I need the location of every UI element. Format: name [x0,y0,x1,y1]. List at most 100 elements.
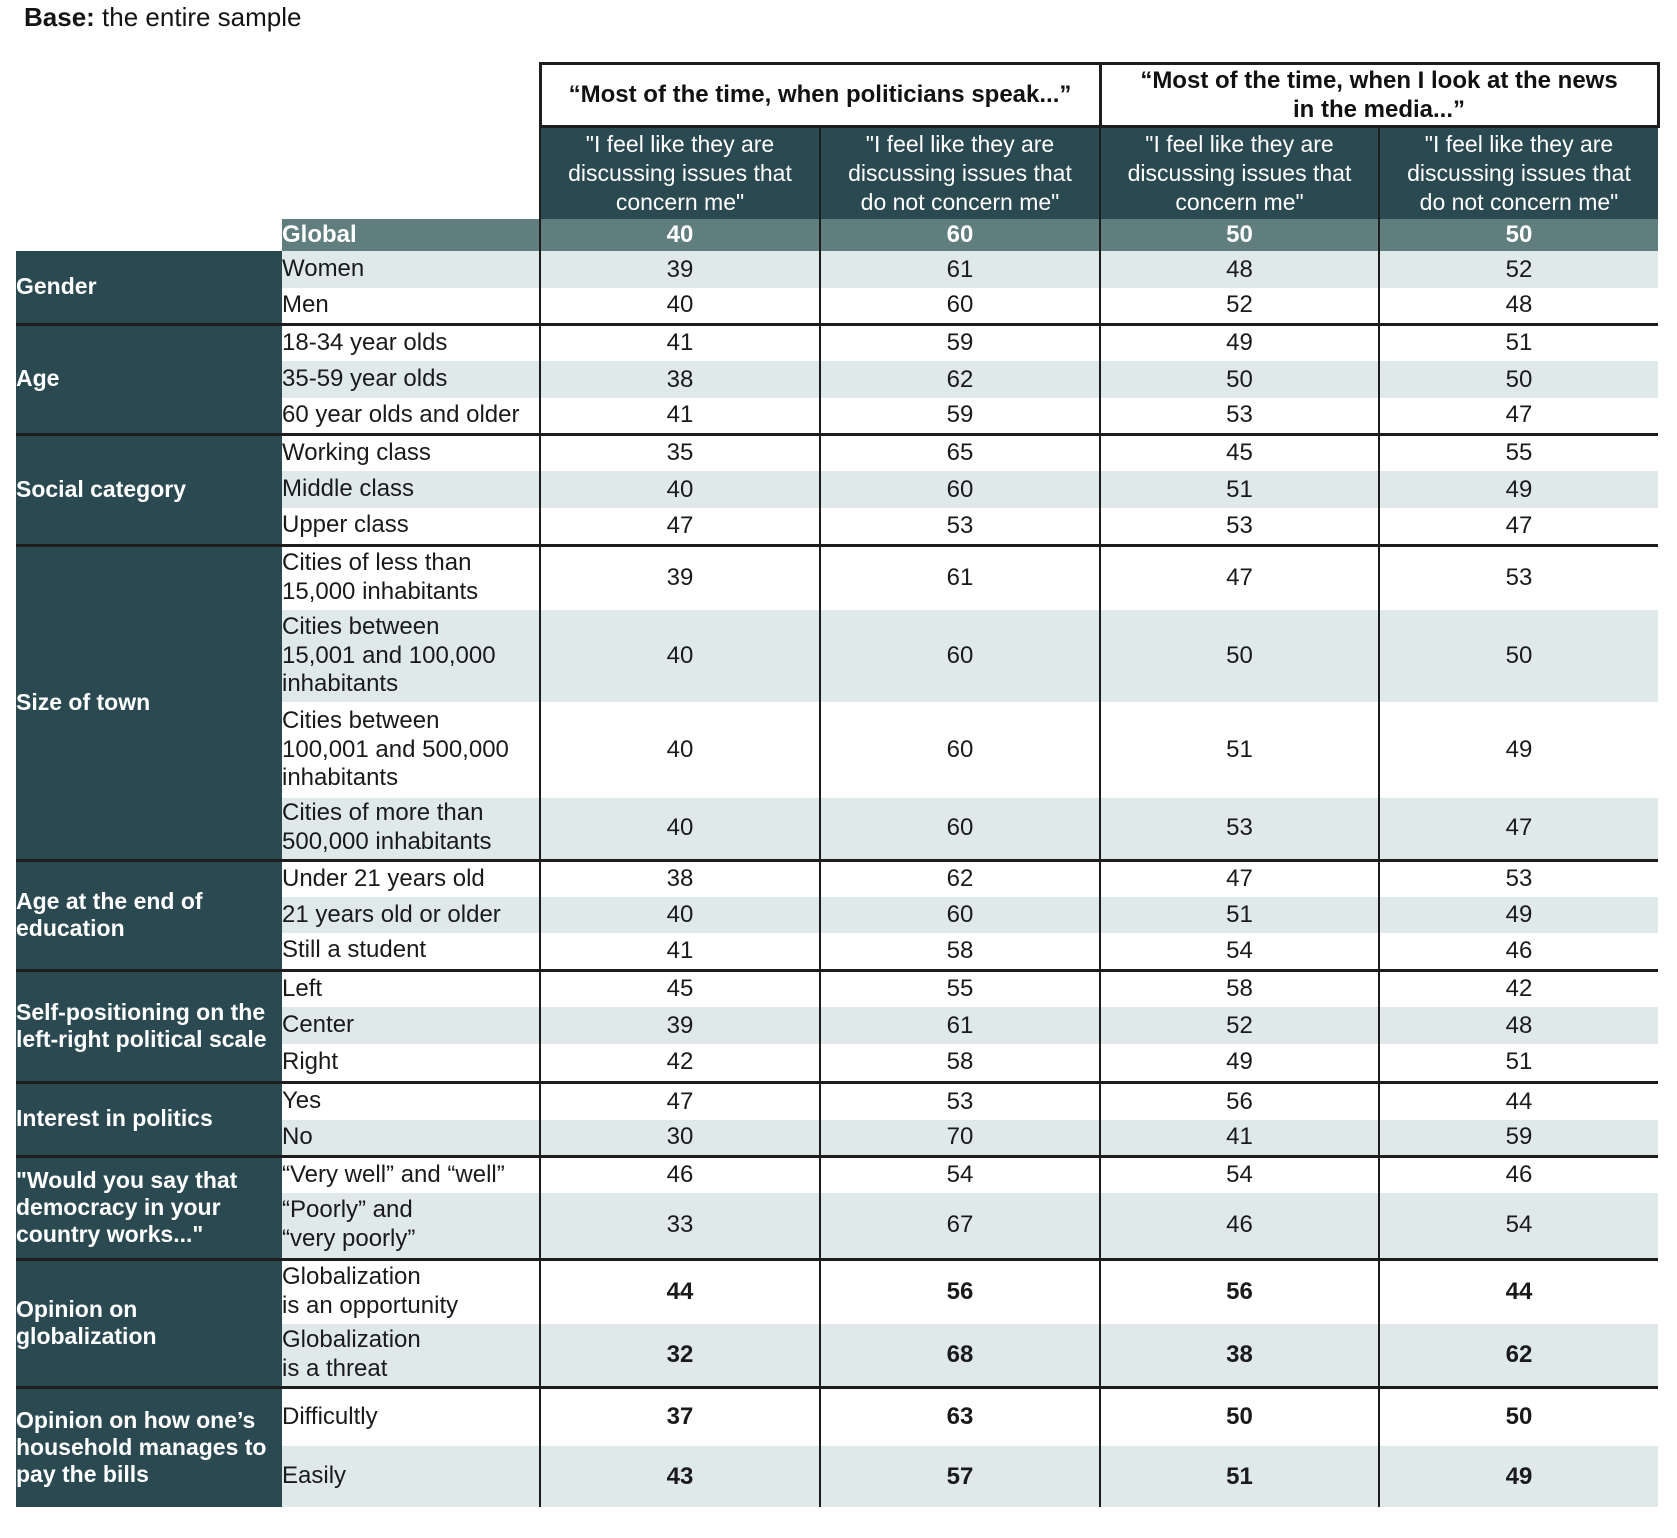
crosstab-table: “Most of the time, when politicians spea… [16,62,1660,1507]
table-row-still-a-student: Still a student 41 58 54 46 [16,933,1658,970]
category-age: Age [16,322,282,434]
category-would-you-say-that-democracy-in-your-cou: "Would you say that democracy in your co… [16,1154,282,1259]
row-label-globalization-is-an-opportunity: Globalization is an opportunity [282,1257,540,1324]
value-cell: 39 [539,1007,820,1044]
subheader-spacer [16,126,540,219]
value-cell: 56 [819,1257,1100,1324]
table-row-21-years-old-or-older: 21 years old or older 40 60 51 49 [16,897,1658,933]
value-cell: 49 [1378,897,1658,933]
value-cell: 30 [539,1120,820,1156]
value-cell: 54 [819,1154,1100,1193]
value-cell: 51 [1099,702,1379,798]
value-cell: 53 [1378,543,1658,610]
table-row-poorly-and-very-poorly: “Poorly” and “very poorly” 33 67 46 54 [16,1193,1658,1259]
value-cell: 53 [1099,508,1379,545]
table-row-very-well-and-well: "Would you say that democracy in your co… [16,1154,1658,1259]
row-label-globalization-is-a-threat: Globalization is a threat [282,1324,540,1387]
category-opinion-on-globalization: Opinion on globalization [16,1257,282,1387]
subheader-politicians-not-concern: "I feel like they are discussing issues … [819,126,1100,219]
row-label-cities-between-100-001-and-500-000-inhab: Cities between 100,001 and 500,000 inhab… [282,702,540,798]
value-cell: 38 [1099,1324,1379,1387]
value-cell: 51 [1099,897,1379,933]
row-label-no: No [282,1120,540,1156]
table-row-men: Men 40 60 52 48 [16,288,1658,324]
table-row-working-class: Social category Working class 35 65 45 55 [16,432,1658,545]
value-cell: 40 [539,288,820,324]
value-cell: 46 [1099,1193,1379,1259]
value-cell: 42 [539,1044,820,1082]
value-cell-global: 60 [819,219,1100,251]
value-cell: 60 [819,798,1100,860]
table-row-middle-class: Middle class 40 60 51 49 [16,471,1658,508]
table-row-cities-of-less-than-15-000-inhabitants: Size of town Cities of less than 15,000 i… [16,543,1658,860]
value-cell: 53 [1099,398,1379,434]
row-label-21-years-old-or-older: 21 years old or older [282,897,540,933]
value-cell: 47 [1378,508,1658,545]
row-label-working-class: Working class [282,432,540,471]
subheader-media-not-concern: "I feel like they are discussing issues … [1378,126,1658,219]
value-cell: 40 [539,702,820,798]
value-cell: 65 [819,432,1100,471]
value-cell: 59 [1378,1120,1658,1156]
value-cell: 44 [1378,1080,1658,1120]
value-cell: 33 [539,1193,820,1259]
table-row-cities-between-100-001-and-500-000-inhab: Cities between 100,001 and 500,000 inhab… [16,702,1658,798]
value-cell: 49 [1099,1044,1379,1082]
value-cell: 41 [539,398,820,434]
value-cell: 60 [819,288,1100,324]
value-cell: 32 [539,1324,820,1387]
category-age-at-the-end-of-education: Age at the end of education [16,858,282,970]
table-row-women: Gender Women 39 61 48 52 [16,251,1658,324]
value-cell: 50 [1378,610,1658,702]
value-cell: 44 [539,1257,820,1324]
value-cell: 40 [539,471,820,508]
value-cell: 50 [1099,610,1379,702]
subheader-row: "I feel like they are discussing issues … [16,126,1658,219]
value-cell: 62 [819,858,1100,897]
value-cell: 40 [539,798,820,860]
row-label-upper-class: Upper class [282,508,540,545]
value-cell-global: 40 [539,219,820,251]
value-cell-global: 50 [1378,219,1658,251]
table-row-difficultly: Opinion on how one’s household manages t… [16,1385,1658,1507]
value-cell: 53 [1099,798,1379,860]
value-cell: 35 [539,432,820,471]
base-note-text: the entire sample [94,2,302,32]
value-cell: 56 [1099,1257,1379,1324]
value-cell: 57 [819,1446,1100,1507]
value-cell: 61 [819,1007,1100,1044]
table-row-upper-class: Upper class 47 53 53 47 [16,508,1658,545]
row-label-left: Left [282,968,540,1007]
value-cell: 49 [1378,471,1658,508]
value-cell: 55 [819,968,1100,1007]
value-cell: 70 [819,1120,1100,1156]
table-row-right: Right 42 58 49 51 [16,1044,1658,1082]
value-cell: 60 [819,897,1100,933]
value-cell: 37 [539,1385,820,1446]
value-cell: 41 [1099,1120,1379,1156]
value-cell: 54 [1099,933,1379,970]
value-cell: 58 [1099,968,1379,1007]
row-label-35-59-year-olds: 35-59 year olds [282,361,540,398]
value-cell: 40 [539,897,820,933]
value-cell: 47 [1378,798,1658,860]
row-label-center: Center [282,1007,540,1044]
value-cell: 68 [819,1324,1100,1387]
value-cell: 43 [539,1446,820,1507]
row-label-cities-between-15-001-and-100-000-inhabi: Cities between 15,001 and 100,000 inhabi… [282,610,540,702]
row-label-cities-of-more-than-500-000-inhabitants: Cities of more than 500,000 inhabitants [282,798,540,860]
value-cell: 45 [539,968,820,1007]
value-cell: 51 [1378,322,1658,361]
value-cell: 41 [539,933,820,970]
value-cell: 46 [1378,933,1658,970]
table-head: “Most of the time, when politicians spea… [16,62,1660,251]
value-cell: 47 [1099,858,1379,897]
value-cell: 41 [539,322,820,361]
value-cell: 39 [539,543,820,610]
value-cell: 62 [1378,1324,1658,1387]
table-row-35-59-year-olds: 35-59 year olds 38 62 50 50 [16,361,1658,398]
value-cell: 53 [819,1080,1100,1120]
row-label-still-a-student: Still a student [282,933,540,970]
value-cell: 47 [1099,543,1379,610]
value-cell: 46 [539,1154,820,1193]
